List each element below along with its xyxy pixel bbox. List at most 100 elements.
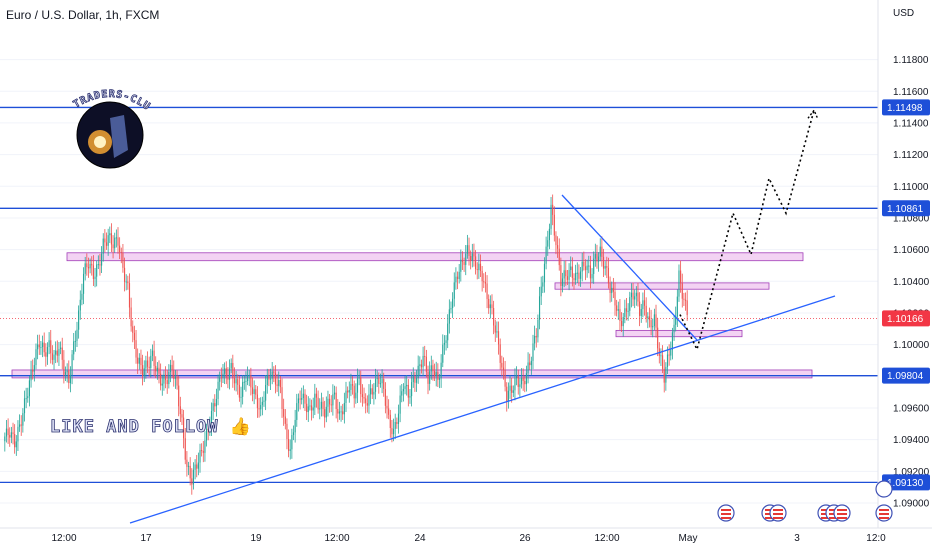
candle-body (22, 413, 24, 426)
candle-body (530, 360, 532, 366)
candle-body (176, 376, 178, 386)
candle-body (301, 398, 303, 400)
candle-body (557, 245, 559, 249)
candle-body (196, 464, 198, 469)
x-tick-label: 24 (414, 533, 426, 544)
candle-body (425, 356, 427, 372)
candle-body (388, 408, 390, 415)
candle-body (501, 362, 503, 368)
candle-body (233, 377, 236, 384)
candle-body (596, 253, 598, 262)
candle-body (550, 204, 552, 229)
y-tick-label: 1.11600 (893, 87, 929, 98)
candle-body (489, 304, 491, 309)
candle-body (361, 394, 363, 398)
event-flags[interactable] (717, 480, 893, 522)
y-tick-label: 1.11800 (893, 55, 929, 66)
candle-body (286, 423, 288, 439)
candle-body (163, 374, 165, 384)
candle-body (289, 449, 291, 451)
y-tick-label: 1.10000 (893, 340, 930, 351)
candle-body (583, 261, 585, 267)
candle-body (74, 340, 76, 342)
candle-body (168, 372, 170, 385)
candle-body (512, 390, 514, 393)
flag-stripe (879, 517, 889, 519)
candle-body (415, 378, 418, 383)
candle-body (363, 397, 365, 399)
candle-body (138, 357, 140, 364)
candle-body (68, 370, 70, 384)
candle-body (522, 377, 524, 381)
candle-body (105, 242, 108, 246)
candle-body (271, 371, 273, 379)
candle-body (130, 307, 132, 327)
candle-body (91, 263, 93, 266)
candle-body (304, 393, 306, 404)
candle-body (497, 331, 500, 345)
candle-body (620, 320, 623, 327)
candle-body (268, 375, 270, 380)
candle-body (471, 253, 473, 261)
y-tick-label: 1.10600 (893, 245, 930, 256)
candle-body (263, 400, 265, 402)
candle-body (238, 384, 240, 398)
candle-body (670, 349, 672, 356)
y-tick-label: 1.09600 (893, 403, 930, 414)
candle-body (12, 432, 14, 435)
candle-body (619, 309, 621, 321)
candle-body (445, 340, 447, 343)
candle-body (657, 327, 659, 349)
candle-body (235, 379, 237, 384)
candle-body (329, 398, 331, 405)
candle-body (50, 340, 52, 354)
candle-body (627, 310, 629, 312)
candle-body (648, 316, 651, 321)
flag-stripe (773, 517, 783, 519)
candle-body (391, 428, 393, 435)
candle-body (538, 296, 541, 320)
candle-body (396, 422, 398, 424)
candle-body (260, 405, 262, 410)
candle-body (127, 281, 129, 284)
candle-body (281, 387, 283, 409)
candle-body (598, 256, 600, 262)
candle-body (171, 364, 173, 371)
candle-body (237, 379, 239, 385)
candle-body (394, 422, 396, 429)
candle-body (484, 282, 486, 284)
candle-body (563, 270, 565, 279)
candle-body (48, 340, 50, 347)
candle-body (602, 256, 605, 269)
candle-body (255, 389, 257, 395)
candle-body (145, 360, 147, 369)
candle-body (647, 316, 649, 319)
candle-body (573, 278, 575, 281)
candle-body (660, 355, 662, 357)
candle-body (617, 309, 619, 311)
candle-body (179, 406, 181, 415)
candle-body (542, 282, 544, 287)
candle-body (586, 265, 588, 271)
candle-body (514, 377, 516, 391)
candle-body (173, 370, 175, 379)
candle-body (419, 364, 421, 366)
candle-body (206, 428, 208, 441)
candle-body (297, 398, 300, 404)
candle-body (25, 398, 27, 400)
candle-body (360, 377, 362, 395)
candle-body (164, 374, 167, 381)
candle-body (604, 266, 606, 269)
candle-body (37, 344, 39, 350)
candle-body (320, 401, 322, 409)
candle-body (140, 357, 142, 366)
candle-body (94, 276, 96, 280)
candle-body (194, 464, 196, 470)
candle-body (456, 276, 459, 280)
candle-body (191, 478, 193, 485)
candle-body (422, 355, 424, 368)
candle-body (135, 340, 137, 358)
logo-text: TRADERS-CLUB (0, 0, 152, 113)
candle-body (356, 378, 359, 393)
